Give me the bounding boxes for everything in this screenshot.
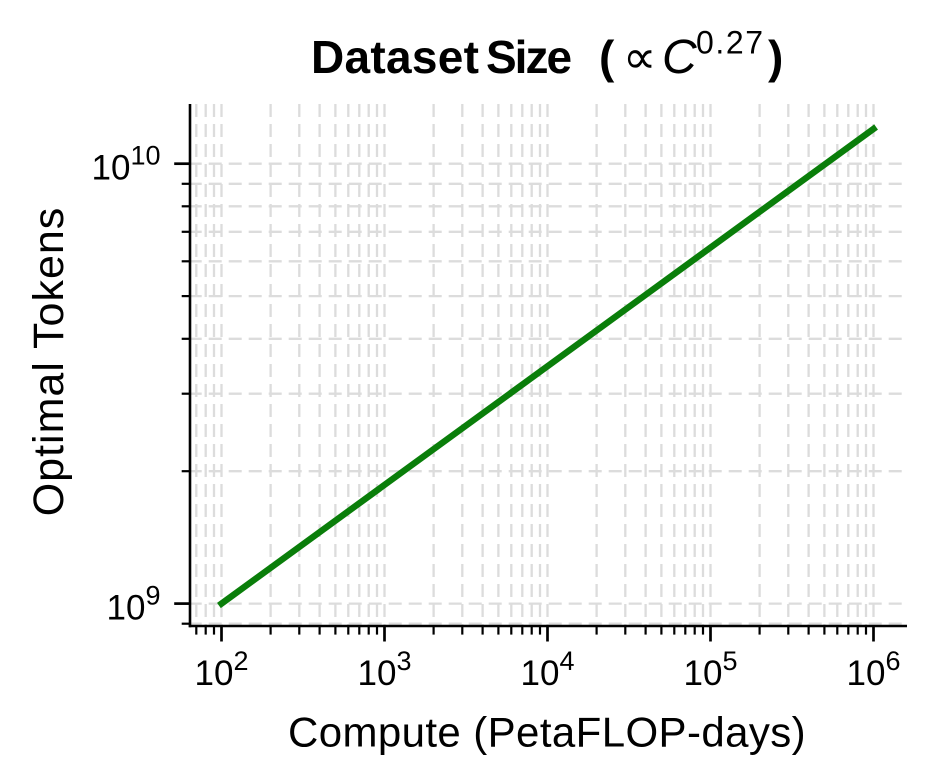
svg-text:∝: ∝ [623, 30, 657, 83]
svg-text:(: ( [599, 31, 615, 83]
svg-text:): ) [768, 31, 783, 83]
svg-text:0.27: 0.27 [696, 25, 765, 61]
svg-text:Size: Size [486, 31, 571, 83]
svg-text:1010: 1010 [92, 141, 161, 188]
svg-text:Optimal Tokens: Optimal Tokens [25, 207, 73, 517]
svg-text:Compute (PetaFLOP-days): Compute (PetaFLOP-days) [288, 709, 806, 756]
svg-text:C: C [662, 31, 697, 84]
svg-text:Dataset: Dataset [311, 31, 479, 83]
